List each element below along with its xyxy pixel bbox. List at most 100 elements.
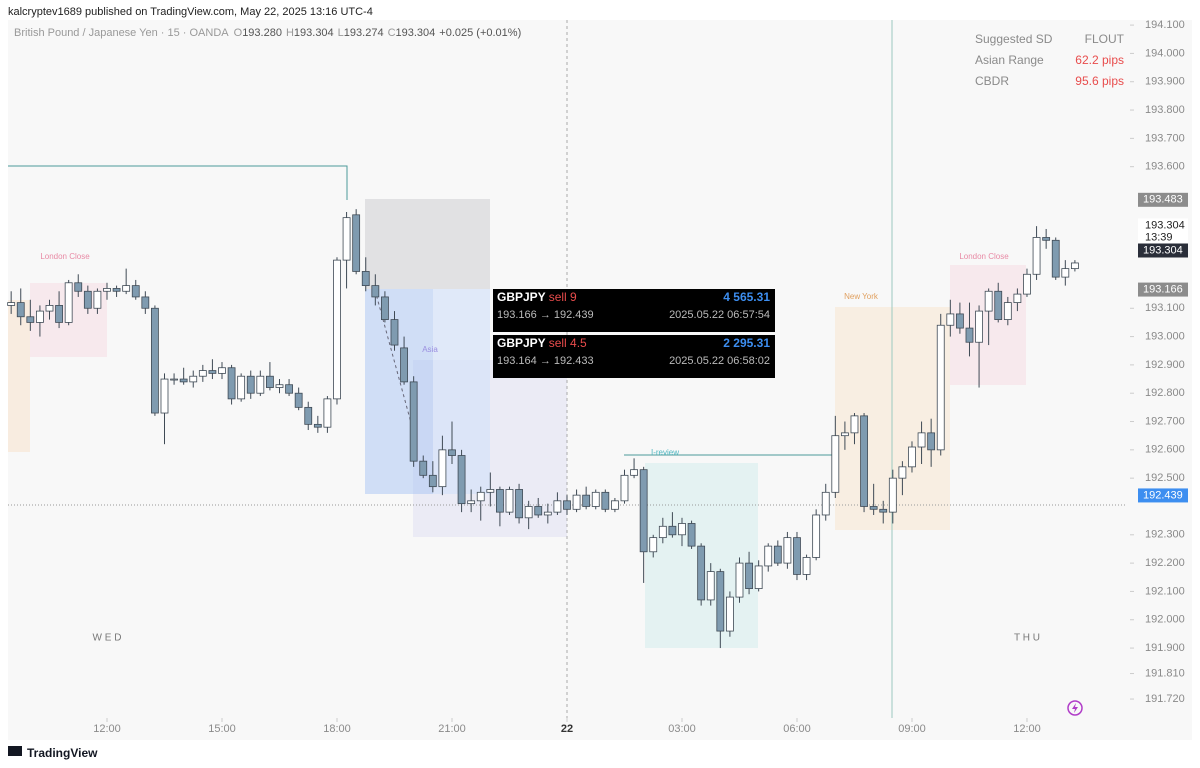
candle-body [448, 449, 456, 456]
candle-body [266, 375, 274, 388]
y-tick-label: 192.100 [1145, 585, 1185, 597]
ohlc-key: O [234, 27, 243, 39]
candle-body [879, 508, 888, 513]
ohlc-key: H [286, 27, 294, 39]
price-badge [1138, 282, 1188, 297]
alert-icon-bolt [1072, 703, 1078, 713]
candle-body [198, 370, 207, 377]
candle-body [773, 545, 782, 564]
x-tick-label: 15:00 [208, 723, 236, 735]
session-label: I-review [651, 448, 679, 457]
candle-body [630, 469, 638, 476]
candle-body [745, 562, 753, 589]
candle-body [189, 375, 198, 383]
candle-body [726, 596, 734, 632]
candle-body [419, 460, 428, 476]
price-badge [1138, 243, 1188, 258]
candle-body [16, 302, 25, 318]
candle-body [151, 307, 159, 414]
trade-time: 2025.05.22 06:58:02 [669, 355, 770, 367]
candle-body [917, 432, 926, 448]
candle-body [285, 384, 293, 394]
ohlc-key: L [338, 27, 344, 39]
candle-body [476, 491, 485, 502]
candle-body [553, 500, 562, 513]
candle-body [313, 423, 322, 428]
stats-table: Suggested SD FLOUT Asian Range 62.2 pips CBD… [975, 32, 1125, 88]
candle-body [1003, 302, 1012, 320]
y-tick-label: 191.720 [1145, 693, 1185, 705]
y-tick-label: 192.300 [1145, 529, 1185, 541]
alert-icon[interactable] [1067, 700, 1083, 716]
logo [8, 746, 22, 756]
y-tick-label: 191.900 [1145, 642, 1185, 654]
stat-value: 95.6 pips [1075, 74, 1124, 88]
candle-body [496, 489, 504, 513]
candle-body [658, 525, 667, 539]
candle-body [908, 446, 916, 468]
trade-prices: 193.166 → 192.439 [497, 309, 594, 321]
candle-body [486, 489, 495, 493]
y-tick-label: 191.810 [1145, 667, 1185, 679]
candle-body [333, 259, 341, 400]
candle-body [611, 500, 619, 510]
y-tick-label: 192.700 [1145, 415, 1185, 427]
candle-body [122, 285, 131, 292]
candle-body [103, 288, 111, 292]
y-tick-label: 192.900 [1145, 359, 1185, 371]
session-label: Asia [422, 345, 438, 354]
candle-body [898, 466, 907, 479]
y-tick-label: 193.900 [1145, 76, 1185, 88]
header: kalcryptev1689 published on TradingView.… [8, 6, 373, 18]
ohlc-value: 193.280 [242, 27, 282, 39]
x-tick-label: 18:00 [323, 723, 351, 735]
trade-symbol: GBPJPY [497, 336, 546, 350]
price-badge-label: 193.304 [1143, 244, 1183, 256]
candle-body [304, 406, 313, 425]
x-tick-label: 12:00 [93, 723, 121, 735]
session-label: London Close [40, 252, 90, 261]
candle-body [371, 285, 380, 298]
candle-body [850, 415, 859, 434]
candle-body [582, 494, 591, 507]
candle-body [649, 537, 658, 553]
candle-body [457, 455, 466, 505]
candle-body [1013, 293, 1022, 303]
candle-body [409, 381, 418, 462]
session-box [8, 300, 30, 452]
candle-body [888, 477, 897, 513]
candle-body [227, 367, 236, 400]
session-box [365, 199, 490, 289]
y-tick-label: 193.700 [1145, 132, 1185, 144]
candle-body [170, 378, 178, 381]
y-tick-label: 193.600 [1145, 161, 1185, 173]
trade-symbol: GBPJPY [497, 290, 546, 304]
candle-body [515, 489, 523, 519]
candle-body [965, 327, 974, 343]
candle-body [984, 290, 993, 312]
candle-body [1051, 239, 1060, 278]
candle-body [141, 296, 150, 309]
candle-body [218, 367, 226, 374]
candle-body [361, 271, 370, 287]
y-tick-label: 192.200 [1145, 557, 1185, 569]
candle-body [620, 474, 629, 502]
candle-body [524, 506, 533, 519]
candle-body [783, 537, 792, 564]
candle-body [946, 313, 955, 326]
candle-body [323, 398, 332, 428]
candle-body [428, 474, 437, 488]
candle-body [7, 302, 16, 306]
candle-body [955, 313, 964, 329]
day-label: T H U [1014, 633, 1040, 644]
session-label: London Close [959, 252, 1009, 261]
stat-label: CBDR [975, 74, 1009, 88]
price-badge-label: 193.483 [1143, 194, 1183, 206]
footer: TradingView [27, 746, 98, 760]
candle-body [93, 290, 102, 309]
trade-box [493, 289, 775, 332]
y-tick-label: 193.000 [1145, 330, 1185, 342]
candle-body [294, 392, 303, 408]
candle-body [55, 305, 63, 323]
stat-value: 62.2 pips [1075, 53, 1124, 67]
